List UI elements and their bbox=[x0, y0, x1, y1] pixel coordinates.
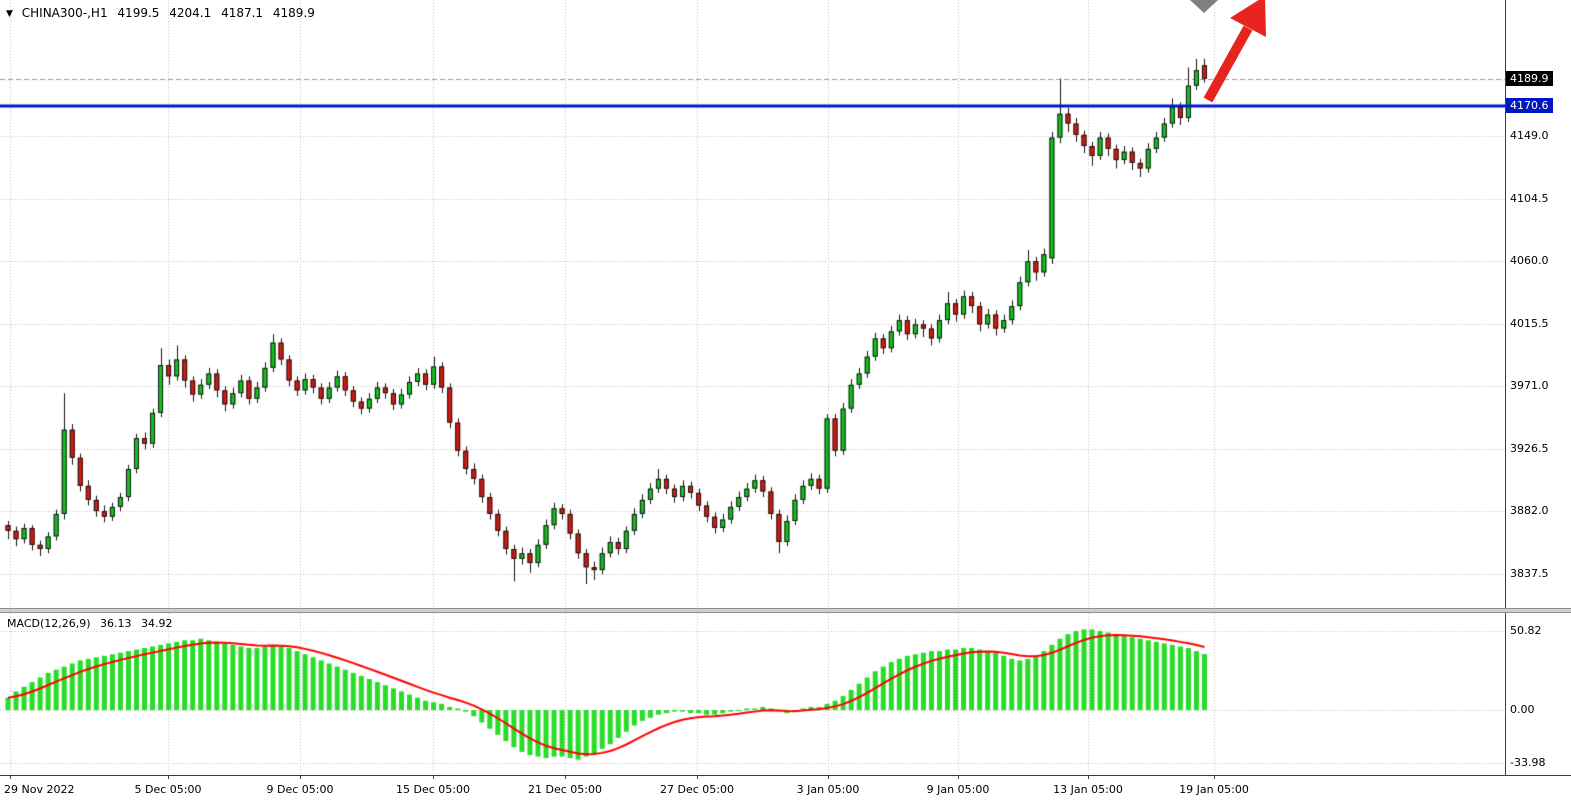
current-price-value: 4189.9 bbox=[1510, 71, 1549, 85]
macd-indicator-name: MACD(12,26,9) bbox=[7, 617, 91, 630]
time-axis-tick bbox=[565, 776, 566, 779]
time-axis-label: 5 Dec 05:00 bbox=[134, 783, 202, 796]
macd-scale-label: 0.00 bbox=[1510, 703, 1535, 717]
time-axis-label: 19 Jan 05:00 bbox=[1179, 783, 1249, 796]
object-handle-triangle-icon[interactable] bbox=[1190, 0, 1218, 13]
price-chart-canvas[interactable] bbox=[0, 0, 1505, 608]
trend-arrow-annotation[interactable] bbox=[1150, 0, 1280, 115]
price-scale-label: 4149.0 bbox=[1510, 129, 1549, 143]
time-axis[interactable]: 29 Nov 2022 5 Dec 05:00 9 Dec 05:00 15 Dec … bbox=[0, 775, 1571, 803]
time-axis-tick bbox=[168, 776, 169, 779]
time-axis-tick bbox=[10, 776, 11, 779]
time-axis-tick bbox=[958, 776, 959, 779]
time-axis-label: 15 Dec 05:00 bbox=[396, 783, 470, 796]
time-axis-tick bbox=[828, 776, 829, 779]
quote-high: 4204.1 bbox=[169, 6, 212, 20]
hline-price-box: 4170.6 bbox=[1506, 97, 1553, 113]
trend-arrow-shaft[interactable] bbox=[1203, 25, 1253, 103]
time-axis-label: 13 Jan 05:00 bbox=[1053, 783, 1123, 796]
price-scale-label: 3882.0 bbox=[1510, 504, 1549, 518]
symbol-title: CHINA300-,H1 bbox=[21, 6, 108, 20]
time-axis-label: 9 Jan 05:00 bbox=[926, 783, 990, 796]
price-scale[interactable]: 4189.9 4170.6 4149.0 4104.5 4060.0 4015.5 39… bbox=[1505, 0, 1571, 775]
time-axis-label: 21 Dec 05:00 bbox=[528, 783, 602, 796]
time-axis-tick bbox=[300, 776, 301, 779]
price-scale-label: 4104.5 bbox=[1510, 191, 1549, 205]
current-price-box: 4189.9 bbox=[1506, 70, 1553, 86]
price-scale-label: 3837.5 bbox=[1510, 566, 1549, 580]
time-axis-label: 9 Dec 05:00 bbox=[266, 783, 334, 796]
time-axis-tick bbox=[697, 776, 698, 779]
time-axis-label: 27 Dec 05:00 bbox=[660, 783, 734, 796]
macd-value-main: 36.13 bbox=[100, 617, 132, 630]
price-scale-label: 3971.0 bbox=[1510, 379, 1549, 393]
price-scale-label: 4015.5 bbox=[1510, 316, 1549, 330]
time-axis-label: 3 Jan 05:00 bbox=[796, 783, 860, 796]
macd-scale-label: -33.98 bbox=[1510, 755, 1546, 769]
quote-low: 4187.1 bbox=[221, 6, 264, 20]
price-scale-label: 3926.5 bbox=[1510, 441, 1549, 455]
macd-indicator-label: MACD(12,26,9) 36.13 34.92 bbox=[7, 617, 179, 630]
time-axis-tick bbox=[433, 776, 434, 779]
hline-price-value: 4170.6 bbox=[1510, 98, 1549, 112]
macd-scale-label: 50.82 bbox=[1510, 624, 1542, 638]
time-axis-tick bbox=[1088, 776, 1089, 779]
chart-header: ▼ CHINA300-,H1 4199.5 4204.1 4187.1 4189… bbox=[6, 6, 321, 20]
quote-open: 4199.5 bbox=[117, 6, 160, 20]
macd-value-signal: 34.92 bbox=[141, 617, 173, 630]
macd-chart-canvas[interactable] bbox=[0, 613, 1505, 775]
quote-close: 4189.9 bbox=[272, 6, 315, 20]
symbol-dropdown-icon[interactable]: ▼ bbox=[6, 9, 13, 19]
price-scale-label: 4060.0 bbox=[1510, 254, 1549, 268]
pane-separator[interactable] bbox=[0, 608, 1571, 613]
time-axis-tick bbox=[1214, 776, 1215, 779]
time-axis-label: 29 Nov 2022 bbox=[4, 783, 75, 796]
trend-arrow-head-icon[interactable] bbox=[1230, 0, 1266, 37]
